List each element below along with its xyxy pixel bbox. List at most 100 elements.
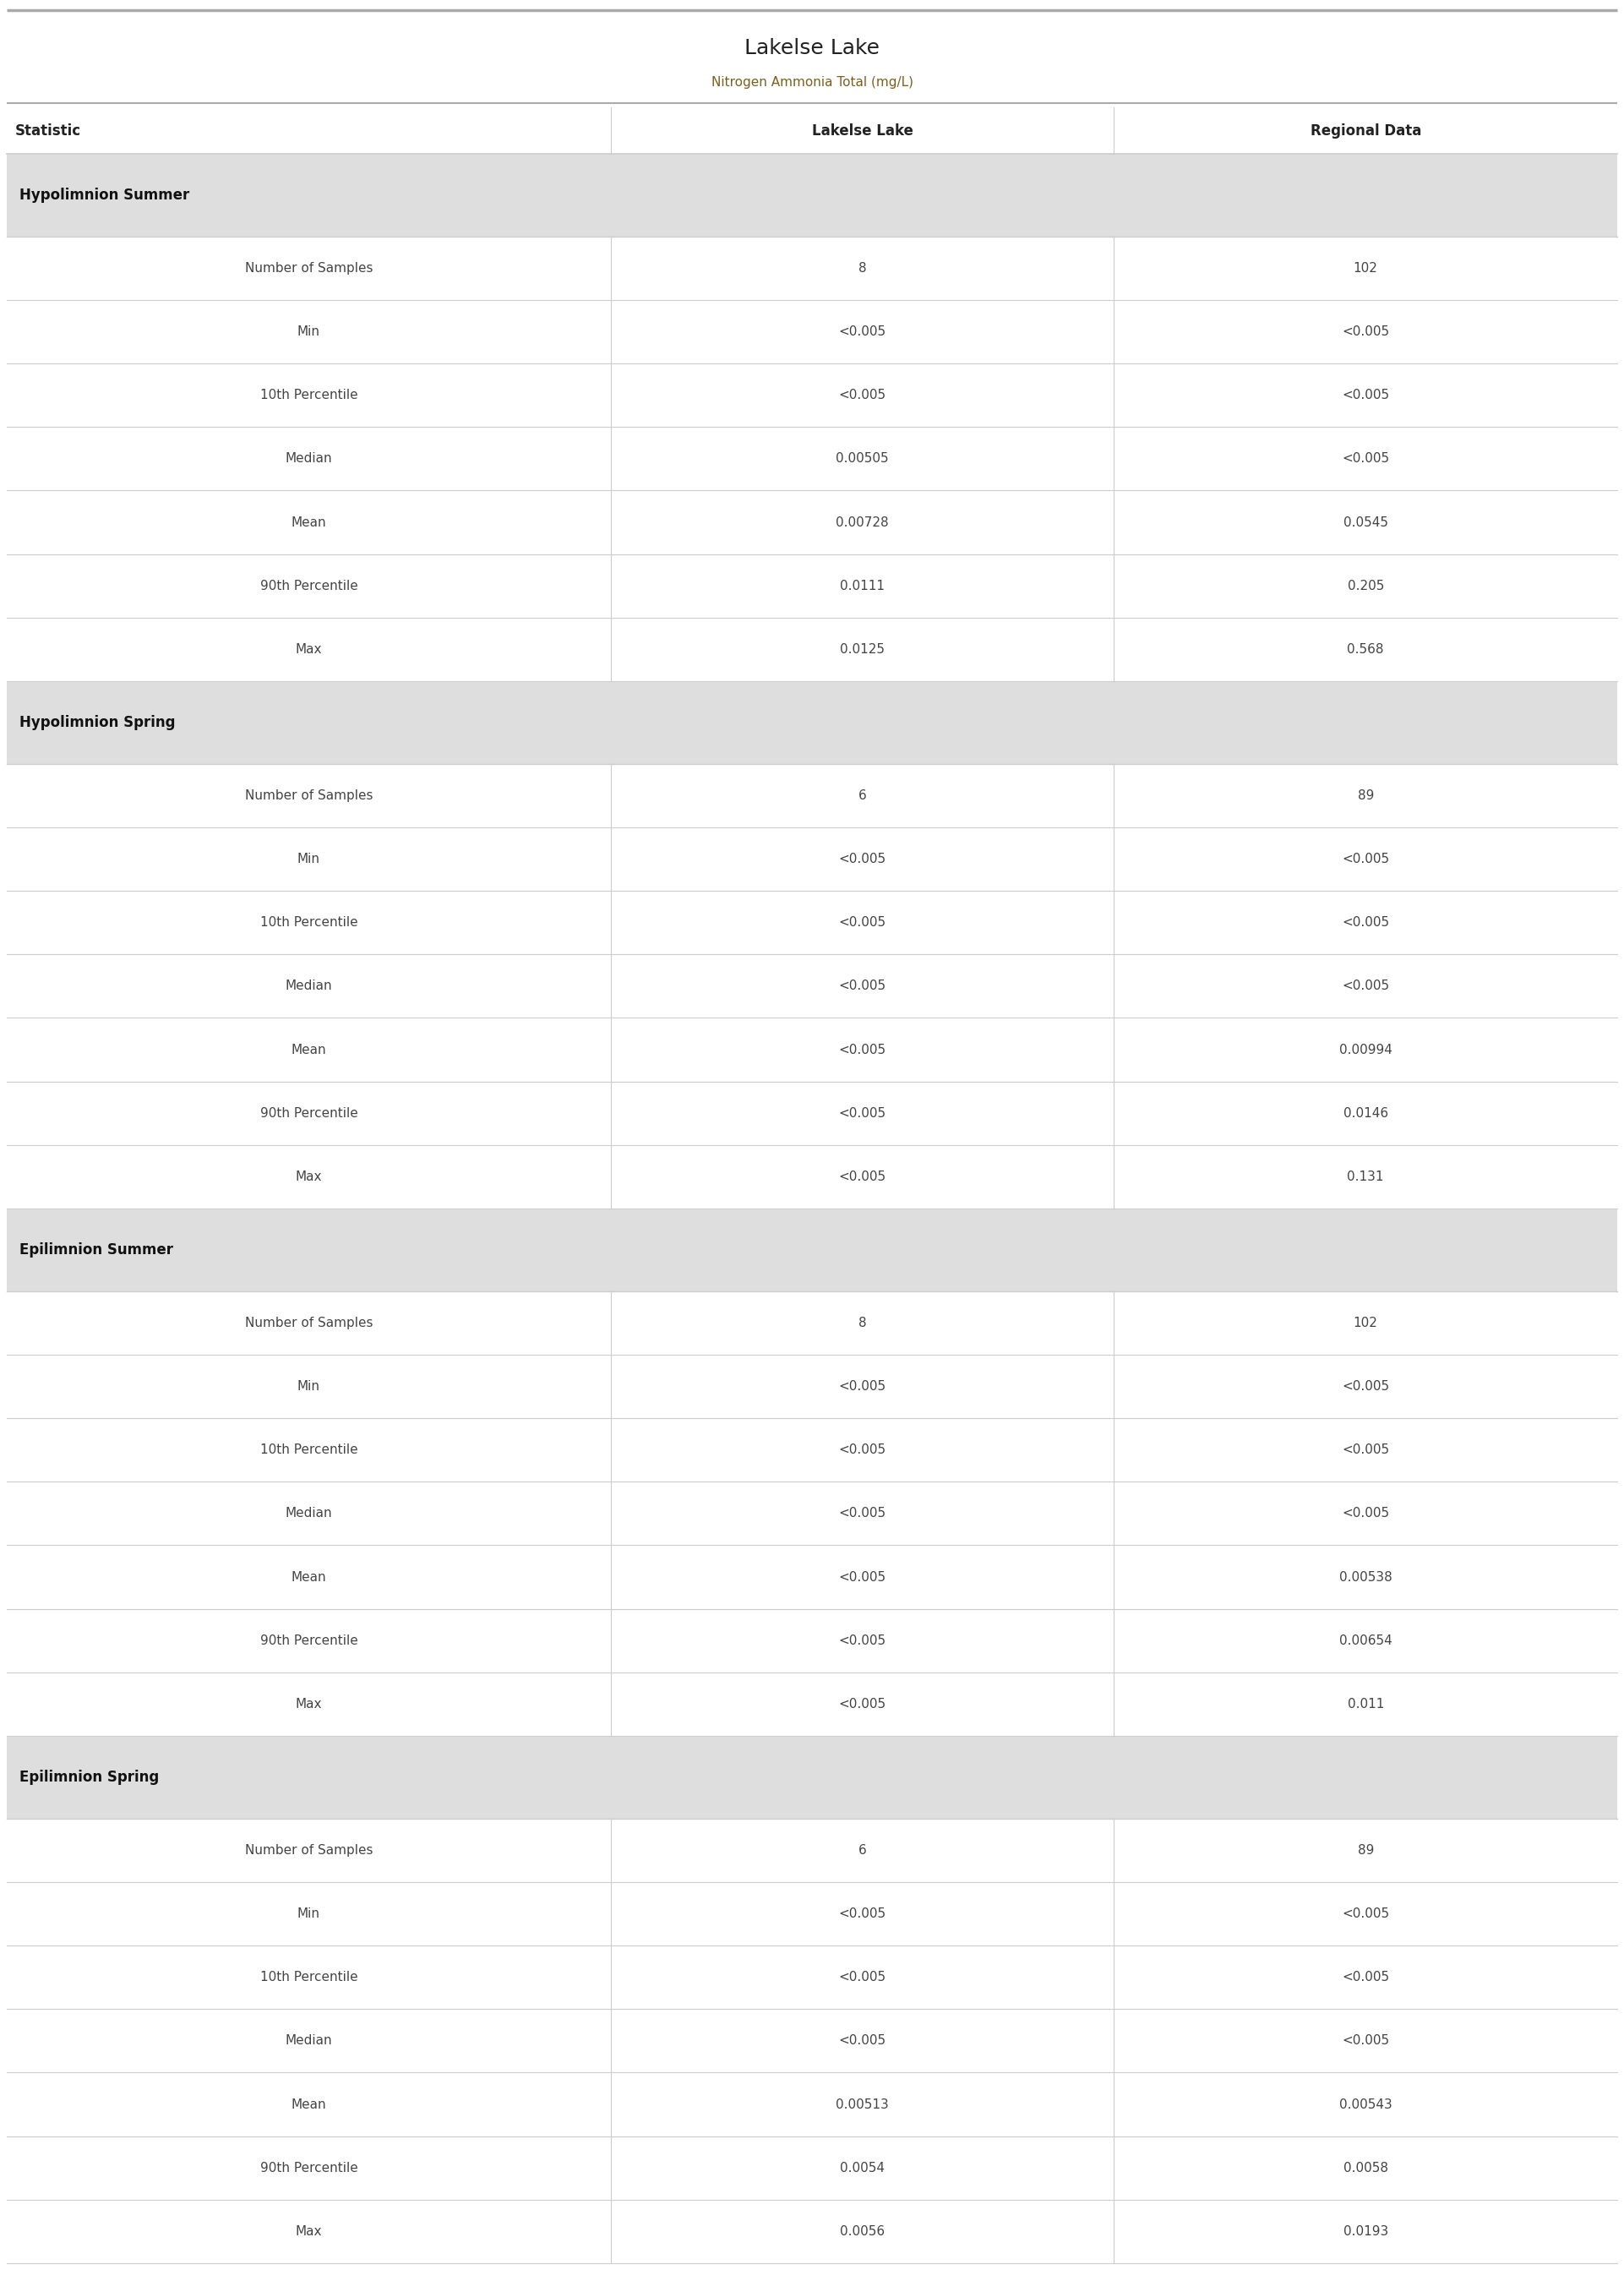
Text: 10th Percentile: 10th Percentile <box>260 1444 357 1457</box>
Bar <box>6 1945 1618 2009</box>
Text: <0.005: <0.005 <box>1341 1444 1389 1457</box>
Bar <box>6 1482 1618 1546</box>
Text: <0.005: <0.005 <box>1341 854 1389 865</box>
Bar <box>6 1818 1618 1882</box>
Bar <box>6 890 1618 953</box>
Text: 89: 89 <box>1358 1843 1374 1857</box>
Text: 10th Percentile: 10th Percentile <box>260 388 357 402</box>
Text: <0.005: <0.005 <box>838 1571 887 1584</box>
Text: 6: 6 <box>857 790 867 801</box>
Bar <box>6 763 1618 826</box>
Bar <box>6 826 1618 890</box>
Text: Median: Median <box>286 2034 333 2048</box>
Text: 0.0193: 0.0193 <box>1343 2225 1389 2238</box>
Text: Mean: Mean <box>291 1571 326 1584</box>
Bar <box>6 953 1618 1017</box>
Text: 0.0058: 0.0058 <box>1343 2161 1389 2175</box>
Bar <box>6 1355 1618 1419</box>
Text: Max: Max <box>296 1171 322 1183</box>
Bar <box>6 236 1618 300</box>
Text: 90th Percentile: 90th Percentile <box>260 2161 357 2175</box>
Text: 6: 6 <box>857 1843 867 1857</box>
Text: <0.005: <0.005 <box>1341 1380 1389 1394</box>
Text: Min: Min <box>297 1380 320 1394</box>
Text: 0.00543: 0.00543 <box>1340 2097 1392 2111</box>
Bar <box>6 1419 1618 1482</box>
Text: 102: 102 <box>1353 261 1377 275</box>
Bar <box>6 1609 1618 1673</box>
Text: <0.005: <0.005 <box>838 2034 887 2048</box>
Text: <0.005: <0.005 <box>1341 1907 1389 1920</box>
Bar <box>6 681 1618 763</box>
Text: Epilimnion Summer: Epilimnion Summer <box>19 1242 174 1258</box>
Text: Hypolimnion Spring: Hypolimnion Spring <box>19 715 175 731</box>
Text: Lakelse Lake: Lakelse Lake <box>744 39 880 59</box>
Text: 90th Percentile: 90th Percentile <box>260 1634 357 1648</box>
Bar <box>6 2009 1618 2073</box>
Bar <box>6 1737 1618 1818</box>
Text: 89: 89 <box>1358 790 1374 801</box>
Text: 8: 8 <box>857 261 866 275</box>
Text: Median: Median <box>286 1507 333 1521</box>
Bar <box>6 1144 1618 1208</box>
Text: 90th Percentile: 90th Percentile <box>260 1108 357 1119</box>
Text: 0.0056: 0.0056 <box>840 2225 885 2238</box>
Text: <0.005: <0.005 <box>838 1634 887 1648</box>
Bar <box>6 554 1618 617</box>
Text: Mean: Mean <box>291 1044 326 1056</box>
Text: Lakelse Lake: Lakelse Lake <box>812 123 913 138</box>
Text: Number of Samples: Number of Samples <box>245 1843 374 1857</box>
Text: <0.005: <0.005 <box>838 1970 887 1984</box>
Text: Nitrogen Ammonia Total (mg/L): Nitrogen Ammonia Total (mg/L) <box>711 75 913 89</box>
Text: <0.005: <0.005 <box>838 981 887 992</box>
Text: Regional Data: Regional Data <box>1311 123 1421 138</box>
Bar <box>6 490 1618 554</box>
Text: <0.005: <0.005 <box>838 325 887 338</box>
Text: 0.00538: 0.00538 <box>1340 1571 1392 1584</box>
Text: Max: Max <box>296 1698 322 1712</box>
Text: Number of Samples: Number of Samples <box>245 790 374 801</box>
Text: <0.005: <0.005 <box>838 917 887 928</box>
Text: 90th Percentile: 90th Percentile <box>260 579 357 592</box>
Text: Statistic: Statistic <box>15 123 81 138</box>
Bar <box>6 300 1618 363</box>
Text: 0.0054: 0.0054 <box>840 2161 885 2175</box>
Bar <box>6 1882 1618 1945</box>
Bar <box>6 363 1618 427</box>
Text: 0.00505: 0.00505 <box>836 452 888 465</box>
Bar <box>6 2073 1618 2136</box>
Text: Number of Samples: Number of Samples <box>245 261 374 275</box>
Text: <0.005: <0.005 <box>838 1380 887 1394</box>
Text: <0.005: <0.005 <box>838 1444 887 1457</box>
Text: <0.005: <0.005 <box>838 1507 887 1521</box>
Text: <0.005: <0.005 <box>838 1907 887 1920</box>
Text: 10th Percentile: 10th Percentile <box>260 917 357 928</box>
Bar <box>6 1673 1618 1737</box>
Text: 0.00513: 0.00513 <box>836 2097 888 2111</box>
Bar <box>6 2136 1618 2200</box>
Text: 0.00654: 0.00654 <box>1340 1634 1392 1648</box>
Text: <0.005: <0.005 <box>1341 388 1389 402</box>
Text: 0.568: 0.568 <box>1348 642 1384 656</box>
Bar <box>6 1546 1618 1609</box>
Text: Max: Max <box>296 642 322 656</box>
Text: Number of Samples: Number of Samples <box>245 1317 374 1330</box>
Text: Mean: Mean <box>291 2097 326 2111</box>
Text: 0.011: 0.011 <box>1348 1698 1384 1712</box>
Text: <0.005: <0.005 <box>838 1698 887 1712</box>
Text: 102: 102 <box>1353 1317 1377 1330</box>
Text: <0.005: <0.005 <box>1341 2034 1389 2048</box>
Text: <0.005: <0.005 <box>1341 325 1389 338</box>
Bar <box>6 617 1618 681</box>
Text: Hypolimnion Summer: Hypolimnion Summer <box>19 188 190 202</box>
Text: 0.0545: 0.0545 <box>1343 515 1389 529</box>
Text: Median: Median <box>286 981 333 992</box>
Bar <box>6 1017 1618 1081</box>
Text: Median: Median <box>286 452 333 465</box>
Bar <box>6 1081 1618 1144</box>
Bar <box>6 154 1618 236</box>
Text: <0.005: <0.005 <box>1341 981 1389 992</box>
Text: Max: Max <box>296 2225 322 2238</box>
Bar <box>6 1208 1618 1292</box>
Text: Epilimnion Spring: Epilimnion Spring <box>19 1771 159 1784</box>
